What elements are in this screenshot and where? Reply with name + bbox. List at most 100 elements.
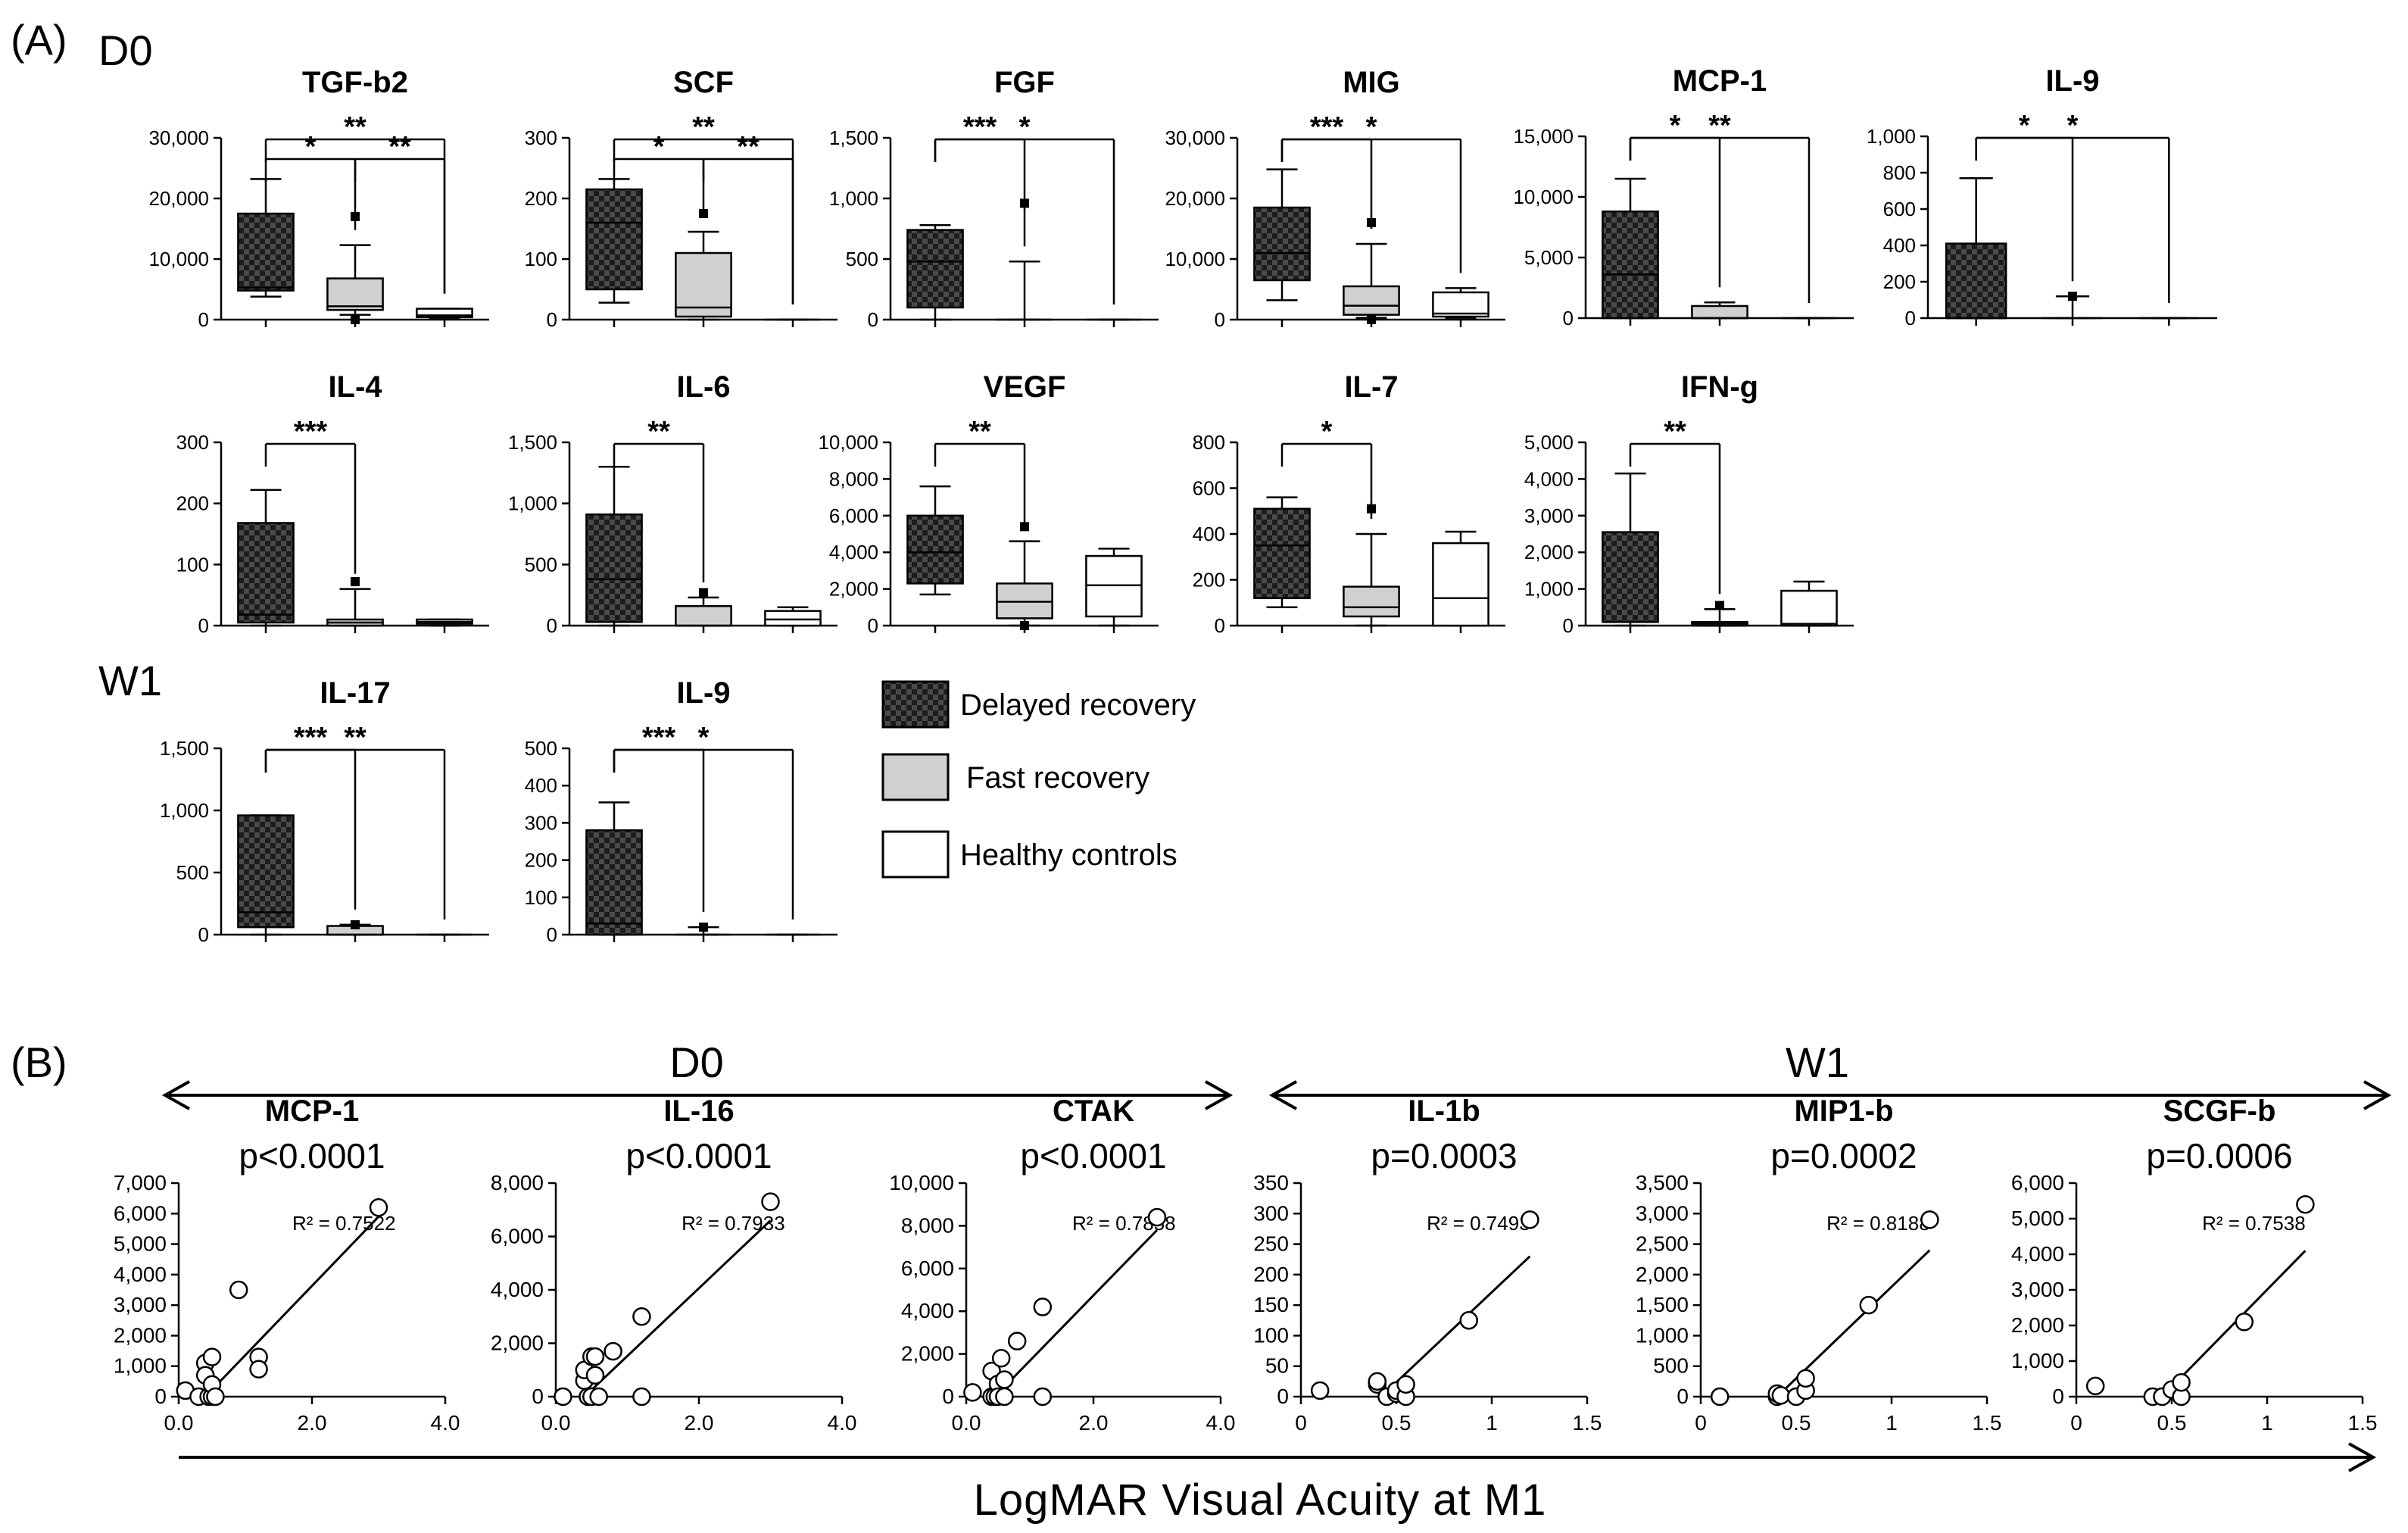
b-scgfb-ytick-label: 0 — [2052, 1385, 2064, 1408]
b-il1b-ytick-label: 350 — [1253, 1171, 1289, 1194]
b-scgfb-title: SCGF-b — [2163, 1094, 2276, 1128]
a-scf-ytick-label: 200 — [525, 187, 557, 210]
a-mcp1-box-fast — [1691, 304, 1748, 320]
b-mcp1-ytick-label: 1,000 — [114, 1354, 167, 1378]
b-il1b-point — [1521, 1210, 1539, 1229]
b-mcp1-point — [202, 1347, 222, 1366]
b-scgfb-xtick-label: 1 — [2261, 1411, 2273, 1435]
a-il7-ytick-label: 400 — [1193, 523, 1225, 545]
a-il17-ytick-label: 500 — [176, 861, 209, 884]
a-il4-sig-label: *** — [294, 416, 328, 448]
a-il6-box-fast — [675, 604, 732, 627]
b-scgfb-pvalue: p=0.0006 — [2146, 1136, 2292, 1176]
a-tgfb2-box-fast — [326, 277, 384, 311]
a-mig-ytick-label: 30,000 — [1165, 126, 1225, 149]
panel-b-group-d0-arrow — [161, 1080, 1234, 1110]
b-mcp1-ytick-label: 6,000 — [114, 1201, 167, 1225]
a-il6-sig-label: ** — [647, 416, 670, 448]
b-mcp1-xtick-label: 0.0 — [164, 1411, 194, 1435]
b-mcp1-ytick-label: 4,000 — [114, 1263, 167, 1286]
b-il1b-point — [1310, 1381, 1330, 1400]
a-mig-box-fast — [1343, 285, 1400, 316]
a-tgfb2-sig-label: * — [305, 131, 317, 163]
a-il7-ytick-label: 200 — [1193, 569, 1225, 592]
a-scf-sig-label: * — [653, 131, 665, 163]
a-ifng-ytick-label: 5,000 — [1524, 431, 1574, 454]
b-mip1b-ytick-label: 500 — [1653, 1354, 1689, 1378]
a-vegf-ytick-label: 8,000 — [829, 467, 878, 490]
a-il4-ytick-label: 300 — [176, 431, 209, 454]
b-ctak-point — [991, 1348, 1011, 1368]
b-il1b-xtick-label: 0.5 — [1382, 1411, 1411, 1435]
chart-a-vegf: VEGF 0 2,000 4,000 6,000 8,000 10,000 ** — [818, 370, 1159, 637]
a-il7-box-delayed — [1253, 507, 1311, 599]
chart-b-mip1b: MIP1-b p=0.0002 R² = 0.8188 0 500 1,000 1,500 2… — [1636, 1094, 2002, 1435]
legend-swatch-delayed — [881, 680, 950, 729]
b-il1b-pvalue: p=0.0003 — [1371, 1136, 1517, 1176]
b-scgfb-ytick-label: 2,000 — [2011, 1313, 2064, 1337]
b-il16-ytick-label: 2,000 — [491, 1332, 544, 1355]
b-ctak-title: CTAK — [1053, 1094, 1134, 1128]
b-ctak-ytick-label: 2,000 — [901, 1342, 954, 1366]
a-il9-w1-box-delayed — [585, 829, 643, 936]
a-il6-ytick-label: 500 — [525, 553, 557, 576]
a-mig-box-healthy — [1432, 291, 1489, 318]
a-mcp1-ytick-label: 10,000 — [1513, 186, 1574, 208]
a-il17-sig-label: ** — [344, 722, 367, 754]
a-tgfb2-title: TGF-b2 — [302, 66, 408, 99]
b-il16-point — [554, 1387, 572, 1407]
a-il4-box-delayed — [237, 522, 295, 624]
b-ctak-ytick-label: 8,000 — [901, 1213, 954, 1237]
b-il1b-xtick-label: 0 — [1295, 1411, 1307, 1435]
b-ctak-pvalue: p<0.0001 — [1020, 1136, 1166, 1176]
a-il9-d0-sig-label: * — [2019, 110, 2030, 142]
a-mig-box-fast-outlier — [1367, 315, 1376, 324]
a-scf-sig-label: ** — [737, 131, 760, 163]
x-axis-arrow — [179, 1442, 2377, 1472]
b-scgfb-ytick-label: 3,000 — [2011, 1278, 2064, 1301]
a-fgf-box-delayed — [906, 229, 964, 309]
a-mig-ytick-label: 20,000 — [1165, 187, 1225, 210]
a-il17-box-fast-outlier — [351, 919, 360, 929]
a-scf-box-delayed — [585, 188, 643, 291]
b-mip1b-point — [1771, 1386, 1791, 1405]
a-il9-w1-ytick-label: 500 — [525, 737, 557, 760]
a-fgf-title: FGF — [994, 66, 1055, 99]
a-il9-d0-ytick-label: 800 — [1883, 161, 1916, 184]
b-il1b-point — [1396, 1375, 1415, 1394]
a-ifng-box-healthy — [1780, 589, 1838, 627]
b-scgfb-ytick-label: 5,000 — [2011, 1207, 2064, 1230]
b-mip1b-ytick-label: 3,000 — [1636, 1201, 1689, 1225]
a-tgfb2-ytick-label: 10,000 — [148, 248, 209, 270]
a-fgf-ytick-label: 1,500 — [829, 126, 878, 149]
b-il1b-ytick-label: 300 — [1253, 1201, 1289, 1225]
b-ctak-ytick-label: 10,000 — [889, 1171, 954, 1194]
a-il7-box-healthy — [1432, 542, 1489, 627]
a-il4-ytick-label: 100 — [176, 553, 209, 576]
a-tgfb2-ytick-label: 0 — [198, 308, 209, 331]
b-ctak-xtick-label: 4.0 — [1206, 1411, 1236, 1435]
a-tgfb2-box-delayed — [237, 212, 295, 292]
a-ifng-title: IFN-g — [1681, 370, 1758, 404]
b-ctak-ytick-label: 6,000 — [901, 1257, 954, 1280]
legend: Delayed recovery Fast recovery Healthy c… — [881, 680, 1196, 879]
b-mcp1-ytick-label: 3,000 — [114, 1293, 167, 1316]
b-ctak-point — [995, 1387, 1014, 1407]
b-il16-r2: R² = 0.7933 — [682, 1212, 785, 1235]
b-mip1b-ytick-label: 1,500 — [1636, 1293, 1689, 1316]
b-mip1b-ytick-label: 2,000 — [1636, 1263, 1689, 1286]
a-il6-ytick-label: 0 — [547, 614, 557, 637]
a-il9-d0-sig-label: * — [2067, 110, 2079, 142]
b-scgfb-xtick-label: 0 — [2070, 1411, 2082, 1435]
b-ctak-point — [995, 1370, 1014, 1389]
a-mig-ytick-label: 0 — [1215, 308, 1225, 331]
chart-b-il1b: IL-1b p=0.0003 R² = 0.7493 0 50 100 150 200 250 3… — [1253, 1094, 1602, 1435]
a-mig-ytick-label: 10,000 — [1165, 248, 1225, 270]
a-il9-w1-box-fast-outlier — [699, 923, 708, 932]
b-mcp1-point — [229, 1280, 248, 1300]
a-ifng-sig-label: ** — [1664, 416, 1686, 448]
b-mip1b-point — [1859, 1295, 1879, 1315]
